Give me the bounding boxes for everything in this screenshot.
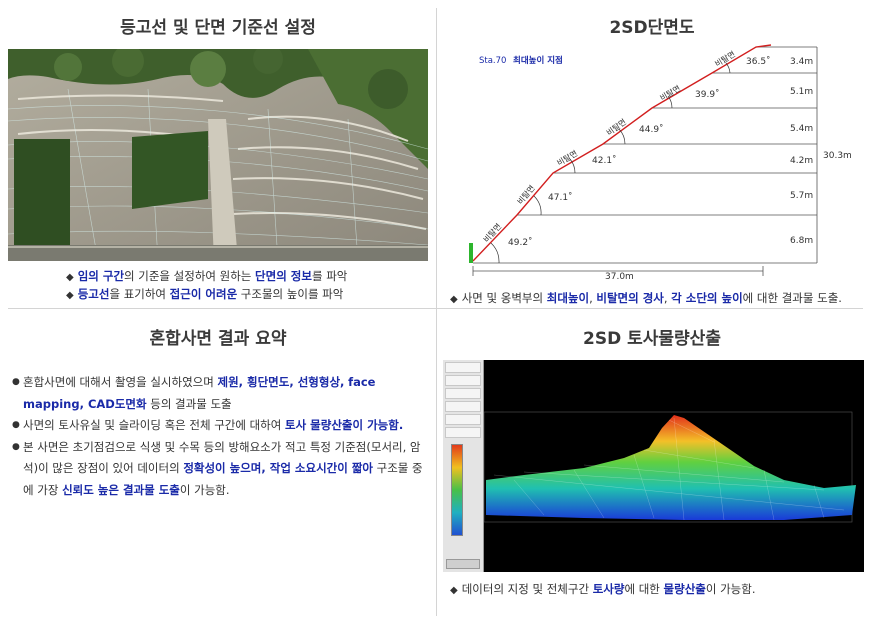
panel-button[interactable]: [446, 559, 480, 569]
caption-text: 데이터의 지정 및 전체구간 토사량에 대한 물량산출이 가능함.: [462, 582, 756, 596]
width-label: 37.0m: [605, 272, 634, 282]
app-side-panel: [443, 360, 484, 572]
slope-profile-line: [472, 44, 772, 262]
highlight-text: 토사량: [592, 582, 625, 596]
angle-label: 36.5˚: [746, 56, 771, 67]
volume-3d-view: [484, 411, 856, 523]
angle-label: 49.2˚: [508, 237, 533, 248]
caption-text: 등고선을 표기하여 접근이 어려운 구조물의 높이를 파악: [78, 287, 344, 301]
angle-label: 39.9˚: [695, 89, 720, 100]
cross-section-title: 2SD단면도: [609, 18, 695, 38]
panel-row: [445, 362, 481, 373]
body-text: 등의 결과물 도출: [146, 396, 232, 411]
panel-row: [445, 388, 481, 399]
angle-label: 42.1˚: [592, 155, 617, 166]
summary-item: ● 본 사면은 초기점검으로 식생 및 수목 등의 방해요소가 적고 특정 기준점…: [12, 437, 430, 502]
body-text: 이 가능함.: [705, 582, 756, 596]
view-frame: [484, 411, 853, 523]
body-text: 본 사면은 초기점검으로 식생 및 수목 등의 방해요소가 적고 특정 기준점(…: [23, 439, 421, 476]
angle-label: 47.1˚: [548, 192, 573, 203]
highlight-text: 신뢰도 높은 결과물 도출: [62, 482, 180, 497]
volume-surface: [486, 415, 856, 520]
highlight-text: 임의 구간: [77, 269, 125, 283]
contour-section-title: 등고선 및 단면 기준선 설정: [120, 18, 316, 38]
summary-text: 혼합사면에 대해서 촬영을 실시하였으며 제원, 횡단면도, 선형형상, fac…: [23, 375, 375, 411]
body-text: 데이터의 지정 및 전체구간: [461, 582, 593, 596]
summary-text: 본 사면은 초기점검으로 식생 및 수목 등의 방해요소가 적고 특정 기준점(…: [23, 440, 423, 497]
summary-list: ● 혼합사면에 대해서 촬영을 실시하였으며 제원, 횡단면도, 선형형상, fa…: [12, 372, 430, 501]
body-text: 를 파악: [311, 269, 348, 283]
cross-section-diagram: Sta.70 최대높이 지점 비탈면 비탈면 비탈면 비탈면 비탈면 비탈면 4…: [469, 44, 852, 282]
height-label: 4.2m: [790, 156, 813, 166]
highlight-text: 비탈면의 경사: [596, 291, 664, 305]
volume-app-screenshot: [443, 360, 864, 572]
summary-title: 혼합사면 결과 요약: [149, 329, 287, 349]
contour-caption-line2: ◆ 등고선을 표기하여 접근이 어려운 구조물의 높이를 파악: [66, 286, 343, 302]
body-text: 구조물 중에 가장: [23, 461, 423, 497]
summary-item: ● 사면의 토사유실 및 슬라이딩 혹은 전체 구간에 대하여 토사 물량산출이 …: [12, 415, 430, 437]
total-height-label: 30.3m: [823, 151, 852, 161]
height-label: 6.8m: [790, 236, 813, 246]
body-text: ,: [663, 291, 672, 305]
body-text: 을 표기하여: [109, 287, 170, 301]
caption-text: 임의 구간의 기준을 설정하여 원하는 단면의 정보를 파악: [78, 269, 348, 283]
height-label: 5.7m: [790, 191, 813, 201]
volume-title: 2SD 토사물량산출: [583, 329, 721, 349]
horizontal-divider: [8, 308, 863, 309]
body-text: 에 대한 결과물 도출.: [742, 291, 842, 305]
station-note: 최대높이 지점: [513, 55, 563, 66]
panel-row: [445, 401, 481, 412]
caption-text: 사면 및 옹벽부의 최대높이, 비탈면의 경사, 각 소단의 높이에 대한 결과…: [462, 291, 842, 305]
body-text: 에 대한: [624, 582, 664, 596]
highlight-text: 단면의 정보: [255, 269, 312, 283]
highlight-text: 등고선: [77, 287, 110, 301]
section-caption: ◆ 사면 및 옹벽부의 최대높이, 비탈면의 경사, 각 소단의 높이에 대한 결…: [450, 290, 842, 306]
body-text: 이 가능함.: [179, 482, 230, 497]
panel-row: [445, 427, 481, 438]
contour-caption-line1: ◆ 임의 구간의 기준을 설정하여 원하는 단면의 정보를 파악: [66, 268, 347, 284]
highlight-text: 제원, 횡단면도, 선형형상,: [217, 375, 345, 389]
body-text: ,: [589, 291, 597, 305]
highlight-text: 각 소단의 높이: [671, 291, 743, 305]
summary-item: ● 혼합사면에 대해서 촬영을 실시하였으며 제원, 횡단면도, 선형형상, fa…: [12, 372, 430, 415]
panel-row: [445, 375, 481, 386]
slope-label: 비탈면: [515, 183, 537, 206]
body-text: 사면 및 옹벽부의: [461, 291, 547, 305]
circle-icon: ●: [12, 377, 20, 387]
highlight-text: 토사 물량산출이 가능함.: [285, 418, 404, 432]
color-scale-bar: [451, 444, 463, 536]
station-label: Sta.70: [479, 56, 506, 66]
angle-label: 44.9˚: [639, 124, 664, 135]
body-text: 구조물의 높이를 파악: [237, 287, 344, 301]
aerial-slope-photo: [8, 49, 428, 261]
volume-caption: ◆ 데이터의 지정 및 전체구간 토사량에 대한 물량산출이 가능함.: [450, 581, 756, 597]
diamond-icon: ◆: [66, 272, 74, 283]
summary-text: 사면의 토사유실 및 슬라이딩 혹은 전체 구간에 대하여 토사 물량산출이 가…: [23, 418, 403, 432]
highlight-text: face mapping, CAD도면화: [23, 375, 376, 411]
highlight-text: 접근이 어려운: [169, 287, 238, 301]
highlight-text: 물량산출: [663, 582, 706, 596]
highlight-text: 최대높이: [546, 291, 590, 305]
body-text: 사면의 토사유실 및 슬라이딩 혹은 전체 구간에 대하여: [23, 418, 286, 432]
vertical-divider: [436, 8, 437, 616]
height-label: 5.1m: [790, 87, 813, 97]
diamond-icon: ◆: [66, 290, 74, 301]
green-marker: [469, 243, 473, 263]
diamond-icon: ◆: [450, 294, 458, 305]
circle-icon: ●: [12, 420, 20, 430]
body-text: 의 기준을 설정하여 원하는: [124, 269, 256, 283]
height-label: 3.4m: [790, 57, 813, 67]
height-label: 5.4m: [790, 124, 813, 134]
aerial-slope-image: [8, 49, 428, 261]
highlight-text: 정확성이 높으며, 작업 소요시간이 짧아: [183, 461, 373, 475]
circle-icon: ●: [12, 441, 20, 452]
body-text: 혼합사면에 대해서 촬영을 실시하였으며: [23, 375, 218, 389]
panel-row: [445, 414, 481, 425]
diamond-icon: ◆: [450, 585, 458, 596]
